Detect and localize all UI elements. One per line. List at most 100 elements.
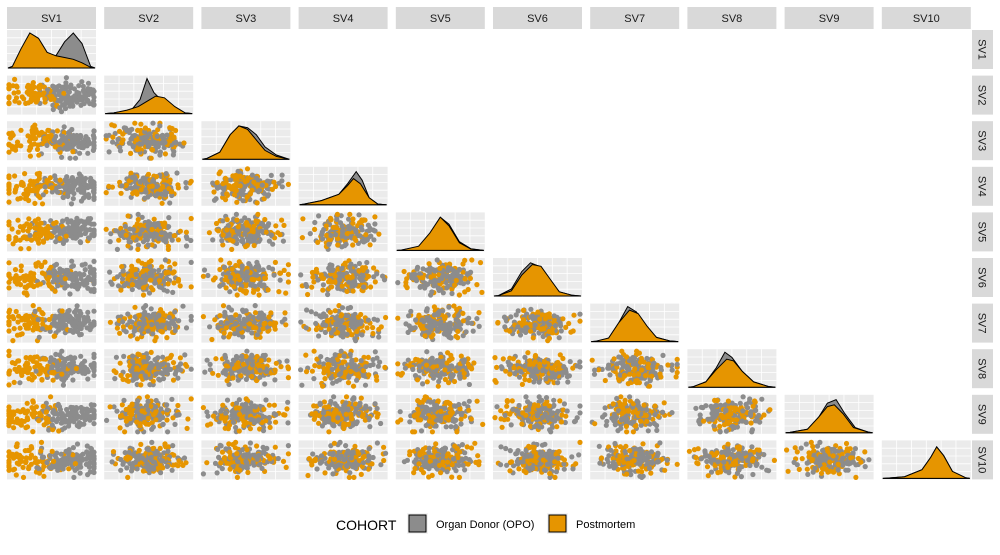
point-postmortem <box>170 360 177 366</box>
point-opo <box>304 307 310 313</box>
point-postmortem <box>455 328 461 334</box>
point-postmortem <box>220 232 226 238</box>
point-postmortem <box>335 242 341 248</box>
panel-sv6-sv5 <box>395 257 485 298</box>
point-opo <box>67 313 73 319</box>
point-postmortem <box>232 192 238 198</box>
point-postmortem <box>15 89 21 95</box>
point-opo <box>268 232 274 238</box>
panel-sv2-sv1 <box>6 75 97 115</box>
point-postmortem <box>255 182 261 188</box>
point-postmortem <box>161 223 167 229</box>
point-opo <box>360 273 366 279</box>
point-opo <box>76 171 82 177</box>
point-postmortem <box>6 319 12 325</box>
point-postmortem <box>428 274 434 280</box>
point-opo <box>61 124 67 130</box>
point-opo <box>85 216 91 222</box>
point-postmortem <box>370 325 376 331</box>
point-opo <box>76 83 82 89</box>
point-opo <box>364 259 370 266</box>
point-opo <box>133 271 139 277</box>
point-opo <box>69 258 75 264</box>
row-strip-label: SV2 <box>976 85 988 106</box>
point-postmortem <box>6 222 12 228</box>
point-opo <box>359 238 365 244</box>
point-postmortem <box>133 137 140 143</box>
column-strip-sv8: SV8 <box>687 7 777 29</box>
point-postmortem <box>233 312 239 318</box>
point-opo <box>87 264 93 270</box>
point-opo <box>244 348 250 354</box>
column-strip-label: SV9 <box>819 13 840 25</box>
point-opo <box>128 368 134 374</box>
panel-sv6-sv4 <box>298 258 388 298</box>
point-opo <box>204 357 210 363</box>
point-postmortem <box>311 348 317 354</box>
point-postmortem <box>12 279 18 285</box>
point-opo <box>501 314 508 320</box>
point-opo <box>143 139 149 145</box>
point-postmortem <box>229 246 235 252</box>
point-postmortem <box>413 356 419 362</box>
point-opo <box>139 227 145 233</box>
point-postmortem <box>221 330 227 336</box>
point-opo <box>85 185 91 191</box>
point-postmortem <box>160 183 166 190</box>
point-postmortem <box>175 182 181 188</box>
point-opo <box>72 140 78 146</box>
point-postmortem <box>26 246 32 252</box>
point-postmortem <box>500 356 506 362</box>
point-opo <box>413 317 419 323</box>
point-opo <box>183 180 189 186</box>
point-opo <box>279 184 285 190</box>
point-postmortem <box>330 224 336 230</box>
point-postmortem <box>220 242 226 248</box>
point-postmortem <box>34 146 41 152</box>
point-postmortem <box>138 222 144 228</box>
panel-sv8-sv1 <box>6 348 97 389</box>
point-postmortem <box>128 170 134 176</box>
point-opo <box>150 178 156 184</box>
point-opo <box>121 353 127 359</box>
point-postmortem <box>117 360 123 366</box>
point-opo <box>311 376 317 382</box>
point-opo <box>131 133 137 139</box>
point-postmortem <box>116 128 123 134</box>
point-postmortem <box>235 224 241 230</box>
point-opo <box>90 188 97 194</box>
point-opo <box>62 285 68 291</box>
point-postmortem <box>577 318 583 324</box>
point-postmortem <box>437 265 443 271</box>
point-opo <box>66 129 73 135</box>
point-opo <box>308 309 314 315</box>
point-postmortem <box>130 235 136 241</box>
point-opo <box>271 272 277 278</box>
point-opo <box>523 325 530 331</box>
point-opo <box>213 196 219 202</box>
point-postmortem <box>167 138 173 144</box>
point-postmortem <box>12 173 18 179</box>
panel-sv5-sv2 <box>103 211 194 252</box>
point-opo <box>457 372 463 379</box>
point-postmortem <box>200 314 206 320</box>
point-postmortem <box>18 127 24 133</box>
point-postmortem <box>277 270 284 276</box>
point-opo <box>84 325 90 331</box>
point-opo <box>558 328 564 334</box>
point-postmortem <box>17 276 23 282</box>
point-opo <box>110 139 116 145</box>
point-postmortem <box>210 277 217 283</box>
point-postmortem <box>103 226 109 232</box>
point-postmortem <box>33 99 39 105</box>
point-postmortem <box>309 284 315 290</box>
point-postmortem <box>37 225 43 231</box>
point-opo <box>270 266 276 272</box>
point-opo <box>164 132 170 138</box>
point-postmortem <box>256 292 262 298</box>
point-opo <box>298 272 304 278</box>
point-postmortem <box>40 239 47 245</box>
point-opo <box>280 238 286 244</box>
point-postmortem <box>343 369 349 375</box>
point-opo <box>73 318 79 324</box>
